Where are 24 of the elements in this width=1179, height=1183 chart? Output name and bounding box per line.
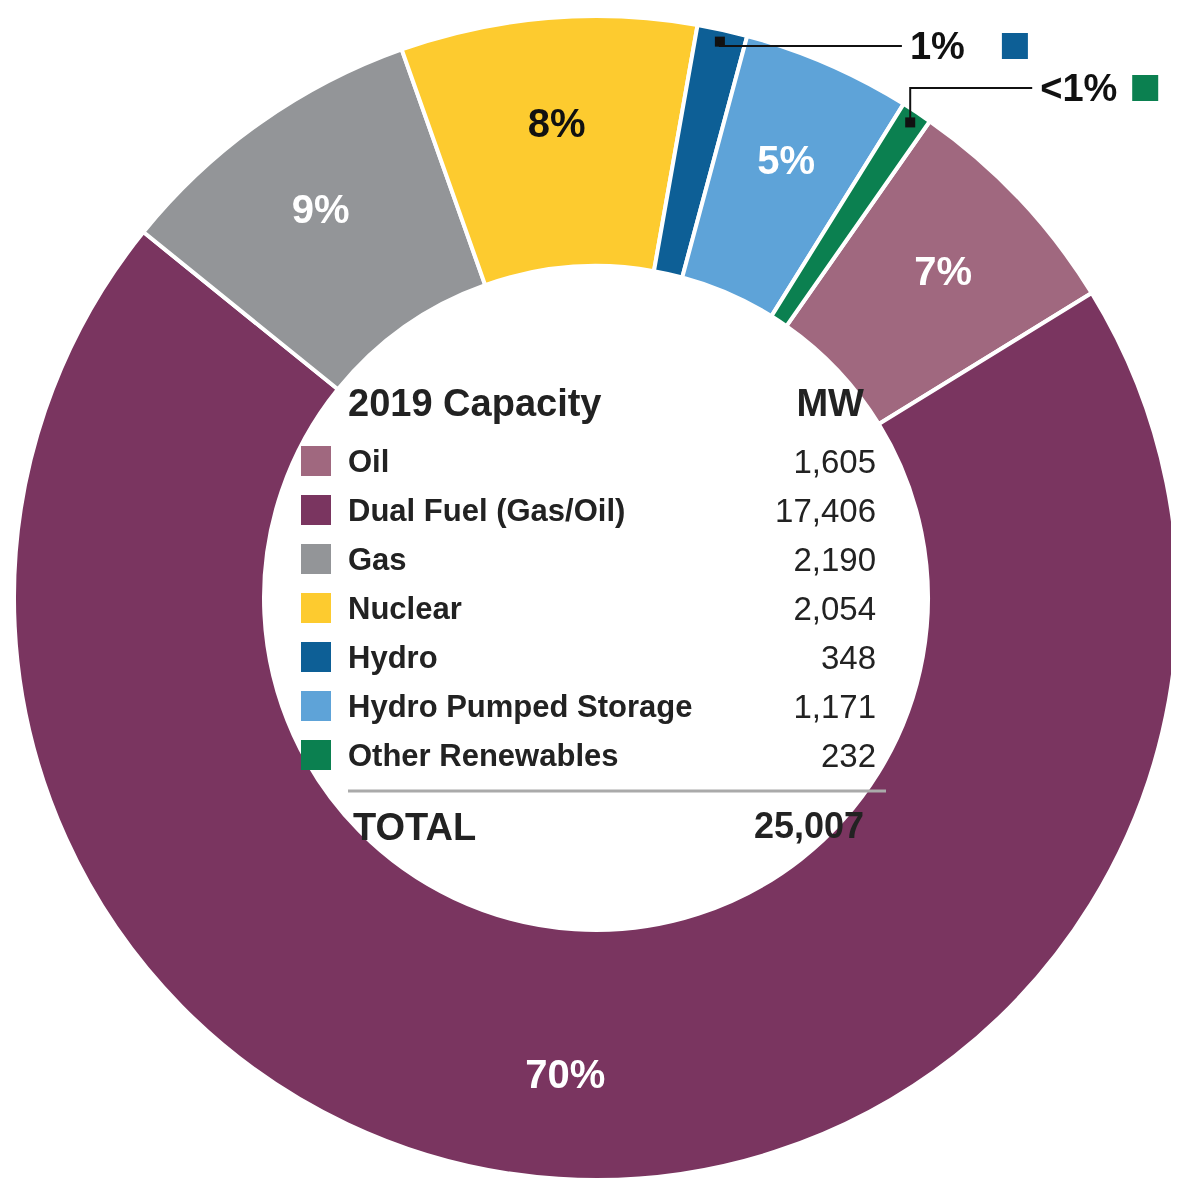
data-label: 5% — [757, 138, 815, 183]
legend-title: 2019 Capacity — [348, 382, 602, 424]
legend-label: Hydro Pumped Storage — [348, 688, 693, 724]
data-label: 8% — [527, 100, 586, 145]
text: 1,171 — [793, 687, 876, 725]
text: 232 — [820, 736, 876, 774]
data-label: 1% — [909, 25, 965, 67]
text: MW — [796, 382, 865, 424]
data-label: 7% — [914, 248, 973, 293]
text: TOTAL — [353, 806, 477, 848]
data-label: 70% — [525, 1052, 606, 1097]
legend-label: Other Renewables — [348, 737, 619, 773]
legend-label: Nuclear — [348, 590, 462, 626]
data-label: 9% — [291, 186, 350, 231]
data-label: <1% — [1040, 67, 1118, 109]
legend-label: Dual Fuel (Gas/Oil) — [348, 492, 626, 528]
legend-label: Oil — [348, 443, 390, 479]
text: 2,190 — [793, 540, 876, 578]
legend-label: Hydro — [348, 639, 438, 675]
text: 348 — [820, 638, 876, 676]
text: 2,054 — [793, 589, 876, 627]
legend-label: Gas — [348, 541, 407, 577]
text: 1,605 — [793, 442, 876, 480]
text: 17,406 — [775, 491, 876, 529]
